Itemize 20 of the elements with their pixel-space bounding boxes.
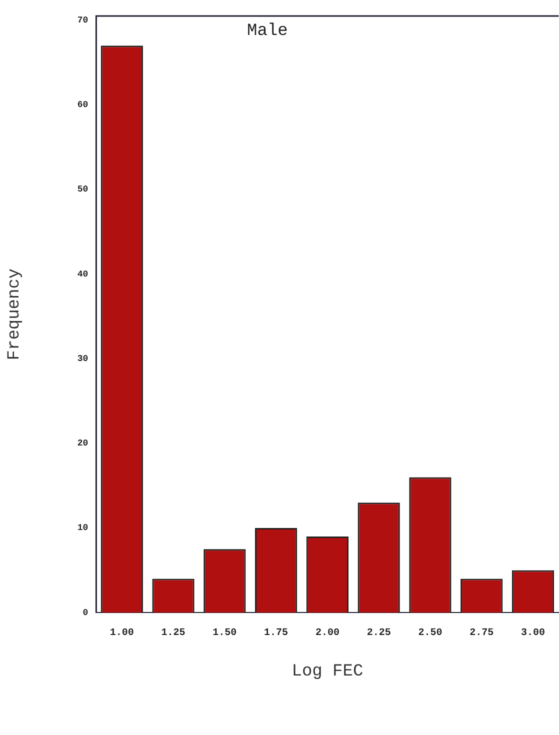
x-axis-title: Log FEC (292, 662, 364, 682)
x-tick-label: 1.50 (212, 628, 237, 640)
x-tick-label: 1.00 (110, 628, 134, 640)
x-tick-label: 2.75 (470, 628, 494, 640)
y-tick-label: 50 (77, 184, 88, 195)
y-tick-label: 40 (77, 269, 88, 280)
y-tick-label: 10 (77, 523, 88, 534)
y-tick-label: 60 (77, 100, 88, 110)
x-tick-label: 2.00 (315, 628, 340, 640)
y-tick-label: 70 (77, 15, 88, 26)
x-tick-label: 3.00 (520, 628, 546, 640)
chart-title: Male (247, 22, 288, 41)
y-tick-label: 0 (82, 608, 88, 618)
x-tick-label: 2.50 (418, 628, 442, 640)
y-axis-title: Frequency (6, 268, 25, 360)
x-tick-label: 1.25 (161, 628, 186, 640)
x-tick-label: 1.75 (264, 628, 288, 640)
x-tick-label: 2.25 (366, 628, 391, 640)
y-tick-label: 20 (77, 438, 88, 449)
y-tick-label: 30 (77, 354, 88, 364)
